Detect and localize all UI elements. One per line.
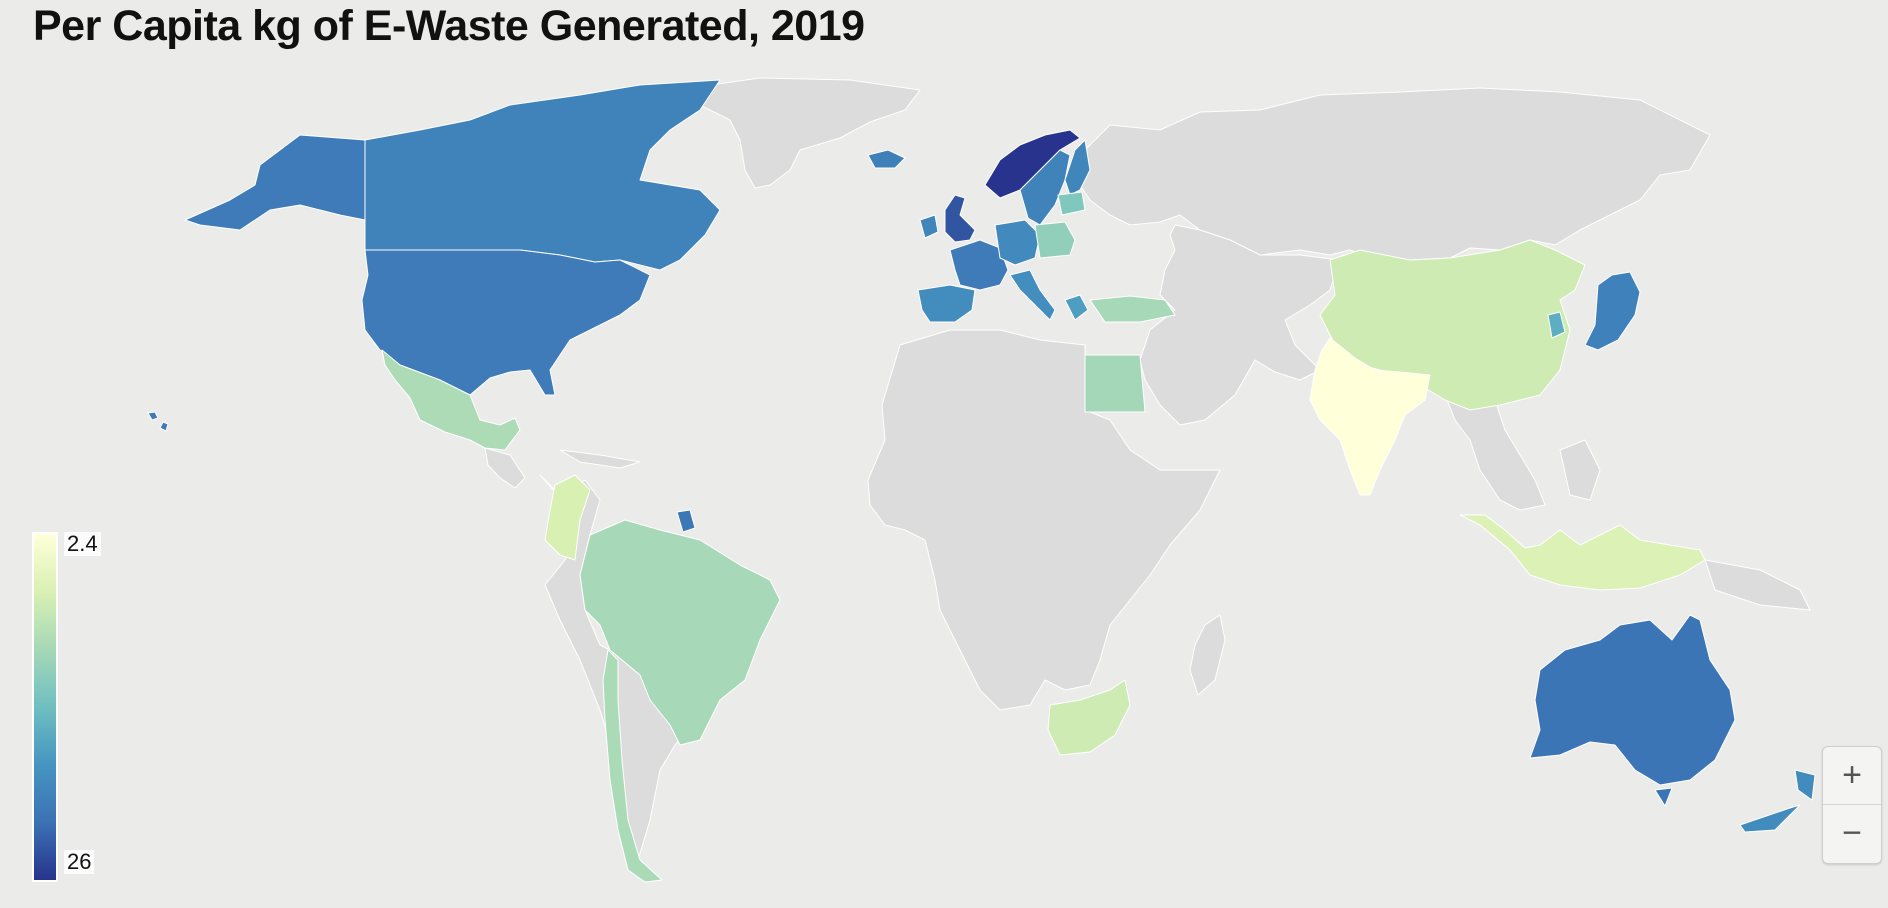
region-poland[interactable] xyxy=(1034,221,1076,259)
region-spain[interactable] xyxy=(917,284,976,323)
region-egypt[interactable] xyxy=(1084,354,1146,413)
region-hawaii[interactable] xyxy=(147,411,169,432)
region-colombia[interactable] xyxy=(544,474,591,561)
region-greenland[interactable] xyxy=(689,77,921,189)
region-greece[interactable] xyxy=(1064,294,1089,321)
region-australia[interactable] xyxy=(1529,614,1736,807)
region-baltics[interactable] xyxy=(1057,191,1086,216)
region-united-kingdom[interactable] xyxy=(944,194,976,243)
region-germany[interactable] xyxy=(994,219,1041,266)
region-united-states[interactable] xyxy=(361,249,651,396)
region-japan[interactable] xyxy=(1584,271,1641,351)
region-india[interactable] xyxy=(1309,337,1431,496)
region-south-africa[interactable] xyxy=(1047,679,1131,756)
region-suriname[interactable] xyxy=(676,509,696,533)
region-mideast-central-asia[interactable] xyxy=(1139,224,1341,426)
region-turkey[interactable] xyxy=(1089,295,1176,323)
legend-gradient-bar xyxy=(32,532,58,882)
region-chile[interactable] xyxy=(602,649,663,883)
region-canada[interactable] xyxy=(364,79,721,271)
region-madagascar[interactable] xyxy=(1189,614,1226,696)
region-iceland[interactable] xyxy=(867,149,906,169)
region-africa-other[interactable] xyxy=(867,329,1221,711)
region-indonesia[interactable] xyxy=(1459,514,1706,591)
color-legend: 2.4 26 xyxy=(32,532,101,882)
zoom-out-button[interactable]: − xyxy=(1842,814,1862,852)
region-central-america-other[interactable] xyxy=(484,447,641,489)
region-france[interactable] xyxy=(949,239,1009,291)
legend-max-label: 26 xyxy=(64,850,95,874)
region-south-korea[interactable] xyxy=(1547,311,1566,339)
region-brazil[interactable] xyxy=(579,519,781,746)
region-norway[interactable] xyxy=(984,129,1081,199)
region-ireland[interactable] xyxy=(919,214,939,239)
legend-min-label: 2.4 xyxy=(64,532,101,556)
region-italy[interactable] xyxy=(1009,269,1056,321)
map-title: Per Capita kg of E-Waste Generated, 2019 xyxy=(33,2,865,50)
region-alaska[interactable] xyxy=(184,134,366,231)
region-mexico[interactable] xyxy=(381,349,521,451)
zoom-control: + − xyxy=(1822,746,1882,864)
zoom-in-button[interactable]: + xyxy=(1823,747,1881,805)
region-new-zealand[interactable] xyxy=(1739,769,1816,833)
